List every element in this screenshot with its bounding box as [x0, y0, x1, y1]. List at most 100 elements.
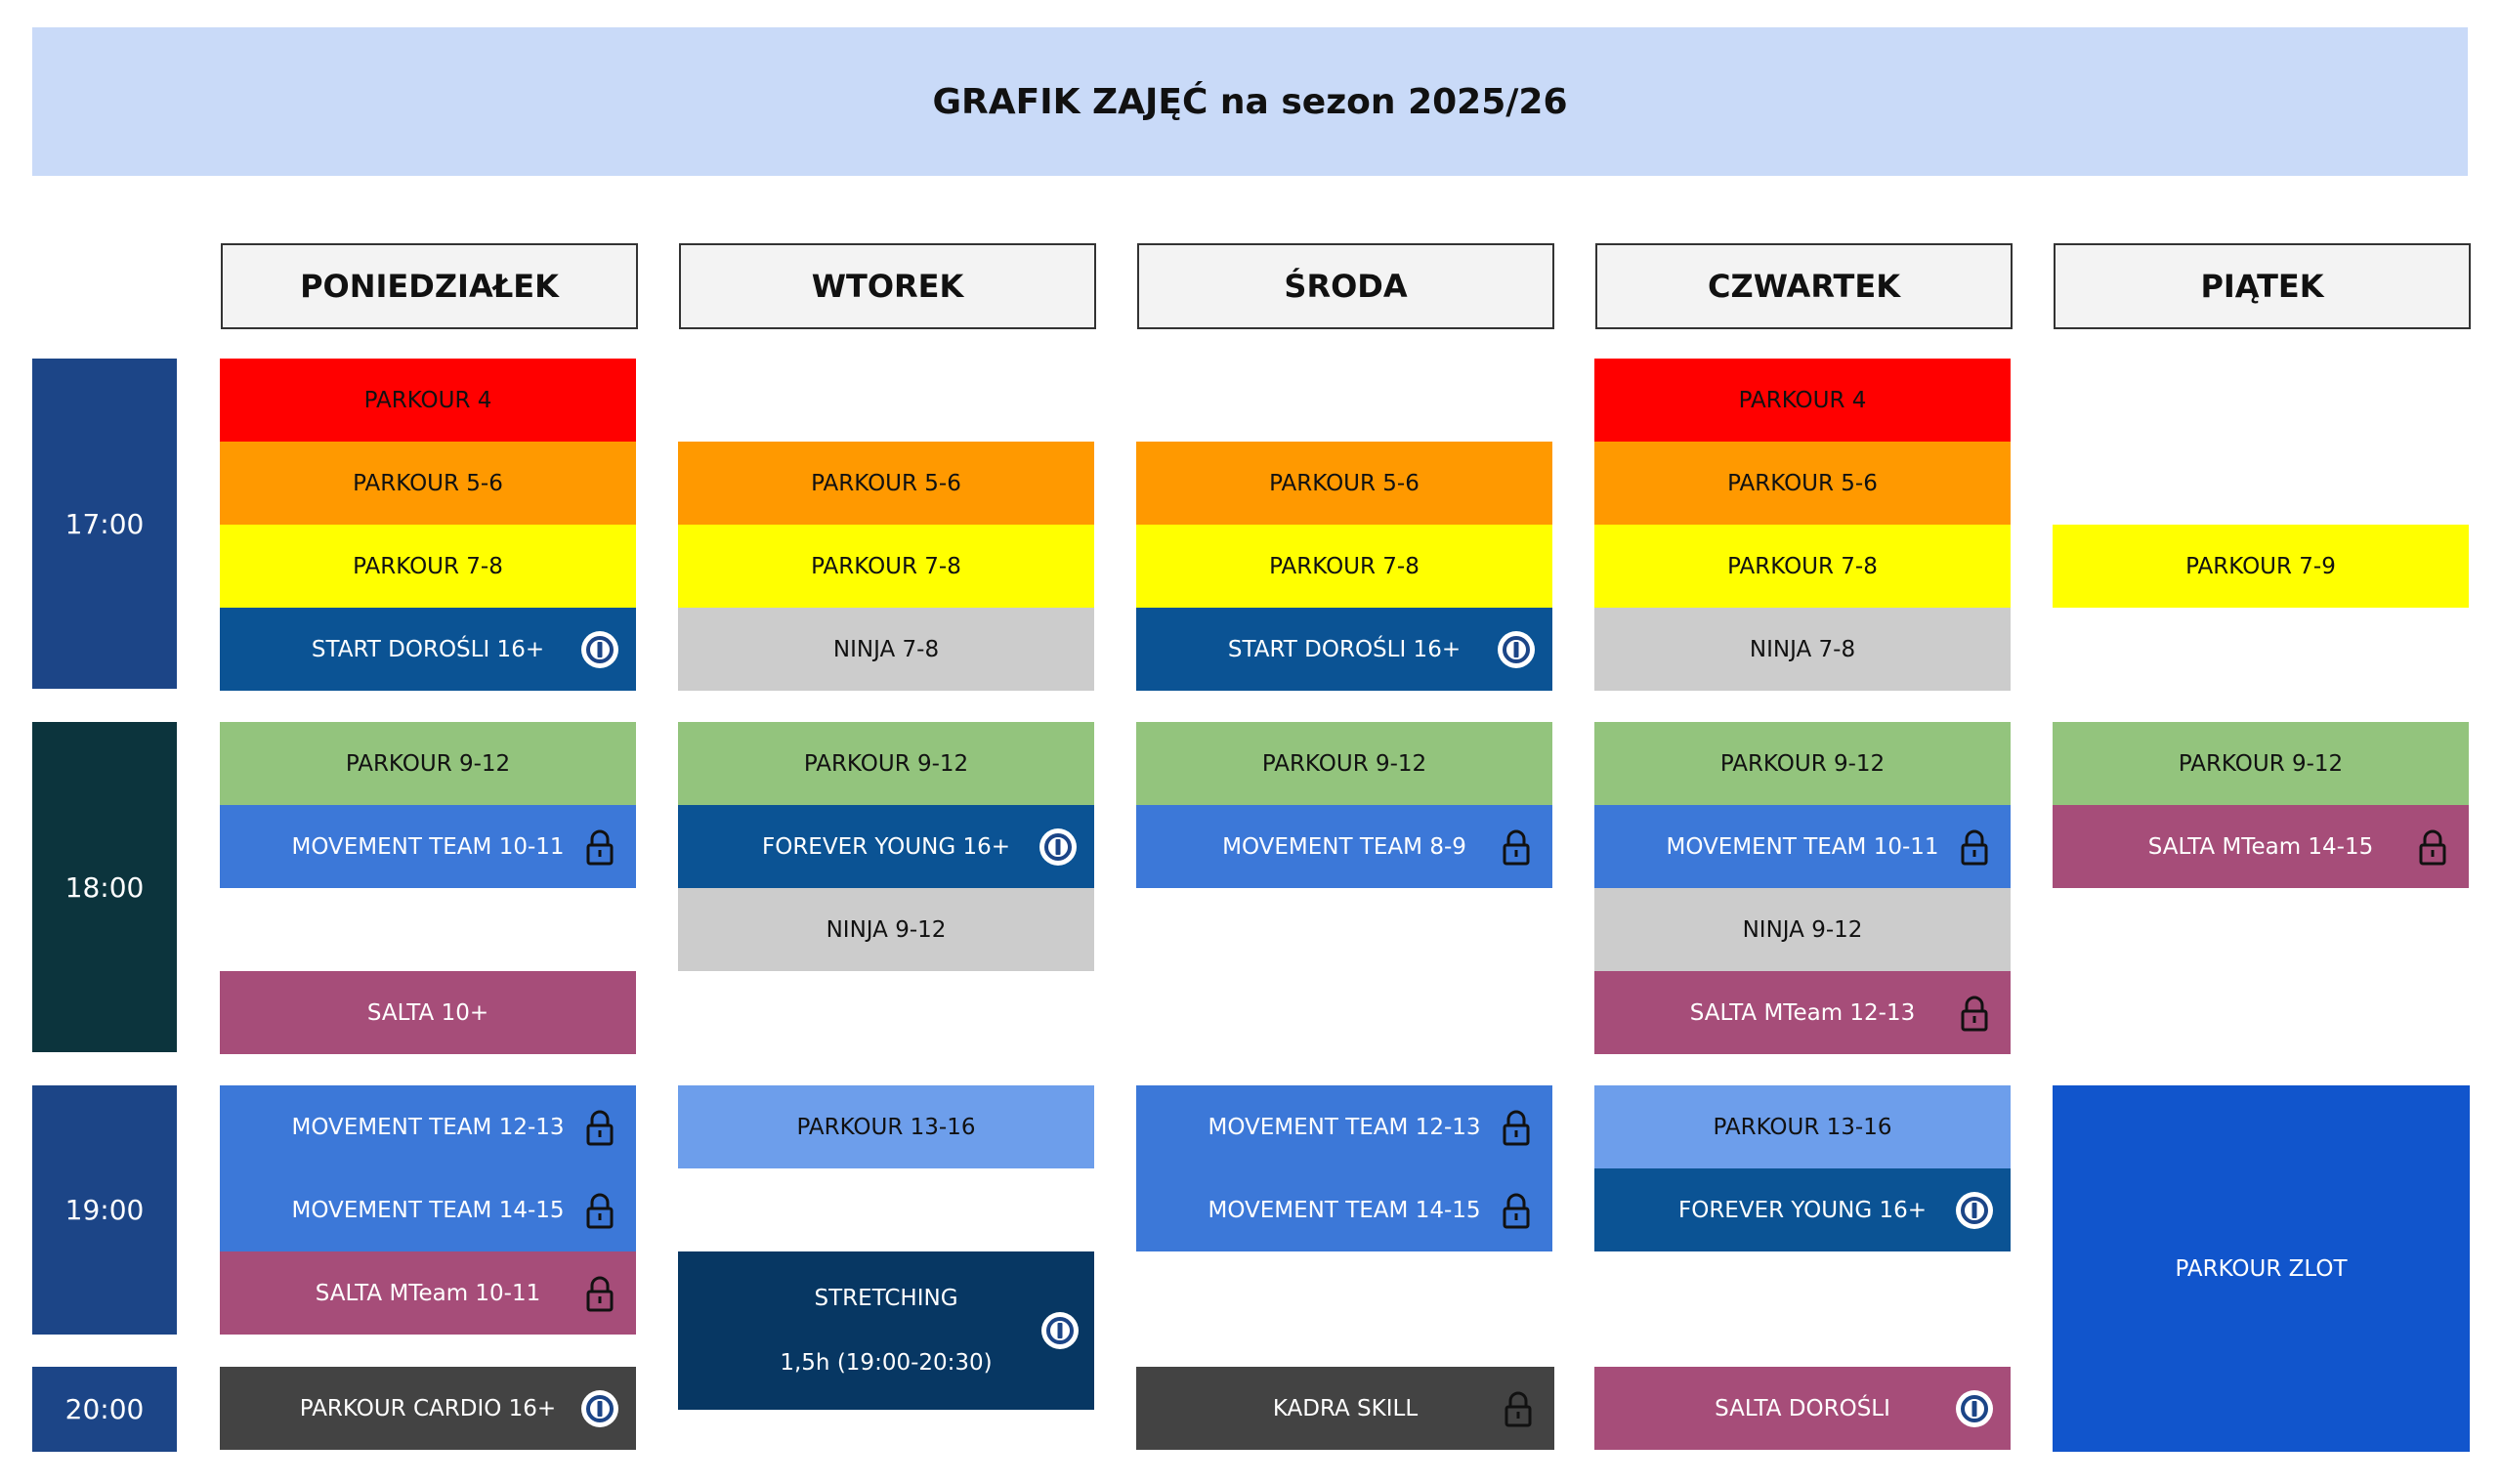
- info-circle-icon: [1496, 629, 1537, 670]
- class-block: PARKOUR 7-8: [1594, 525, 2011, 608]
- time-slot-19: 19:00: [32, 1085, 177, 1335]
- class-label: MOVEMENT TEAM 12-13: [291, 1114, 565, 1140]
- class-block: SALTA MTeam 12-13: [1594, 971, 2011, 1054]
- class-label: MOVEMENT TEAM 12-13: [1208, 1114, 1481, 1140]
- class-block: PARKOUR 5-6: [1136, 442, 1552, 525]
- class-label: PARKOUR 13-16: [796, 1114, 976, 1140]
- info-circle-icon: [1038, 827, 1079, 868]
- page-title: GRAFIK ZAJĘĆ na sezon 2025/26: [932, 81, 1568, 122]
- class-label: PARKOUR 7-8: [353, 553, 503, 579]
- class-label: PARKOUR CARDIO 16+: [299, 1395, 557, 1421]
- lock-icon: [1498, 1388, 1539, 1429]
- info-circle-icon: [1954, 1388, 1995, 1429]
- class-label: STRETCHING: [814, 1286, 958, 1311]
- class-block: PARKOUR CARDIO 16+: [220, 1367, 636, 1450]
- day-header-monday: PONIEDZIAŁEK: [221, 243, 638, 329]
- class-block: FOREVER YOUNG 16+: [678, 805, 1094, 888]
- class-block: PARKOUR 7-8: [220, 525, 636, 608]
- class-label: PARKOUR 5-6: [1727, 470, 1878, 496]
- class-label: PARKOUR 5-6: [811, 470, 961, 496]
- class-block: SALTA DOROŚLI: [1594, 1367, 2011, 1450]
- info-circle-icon: [1039, 1310, 1081, 1351]
- class-block: PARKOUR 7-8: [678, 525, 1094, 608]
- class-label: NINJA 9-12: [826, 916, 947, 943]
- class-label: MOVEMENT TEAM 10-11: [1666, 833, 1939, 860]
- class-block: PARKOUR 7-8: [1136, 525, 1552, 608]
- class-label: PARKOUR 4: [363, 387, 492, 413]
- time-slot-18: 18:00: [32, 722, 177, 1052]
- class-block: MOVEMENT TEAM 10-11: [220, 805, 636, 888]
- lock-icon: [579, 1273, 620, 1314]
- lock-icon: [579, 1107, 620, 1148]
- class-block: NINJA 9-12: [678, 888, 1094, 971]
- class-block: STRETCHING 1,5h (19:00-20:30): [678, 1251, 1094, 1410]
- class-label: PARKOUR 9-12: [803, 750, 969, 777]
- class-label: FOREVER YOUNG 16+: [761, 833, 1010, 860]
- lock-icon: [1496, 1190, 1537, 1231]
- class-label: NINJA 7-8: [1749, 636, 1856, 662]
- class-block: PARKOUR 13-16: [1594, 1085, 2011, 1168]
- class-label: SALTA MTeam 14-15: [2147, 833, 2374, 860]
- class-block: PARKOUR 5-6: [1594, 442, 2011, 525]
- class-block: NINJA 7-8: [678, 608, 1094, 691]
- lock-icon: [579, 827, 620, 868]
- class-block: SALTA MTeam 14-15: [2053, 805, 2469, 888]
- page-title-bar: GRAFIK ZAJĘĆ na sezon 2025/26: [32, 27, 2468, 176]
- class-block: FOREVER YOUNG 16+: [1594, 1168, 2011, 1251]
- class-block: MOVEMENT TEAM 14-15: [220, 1168, 636, 1251]
- class-label: NINJA 7-8: [832, 636, 940, 662]
- class-label: PARKOUR 13-16: [1713, 1114, 1892, 1140]
- class-block: PARKOUR 7-9: [2053, 525, 2469, 608]
- class-block: NINJA 7-8: [1594, 608, 2011, 691]
- class-block: KADRA SKILL: [1136, 1367, 1554, 1450]
- class-label: MOVEMENT TEAM 14-15: [1208, 1197, 1481, 1223]
- class-block: PARKOUR 4: [1594, 359, 2011, 442]
- info-circle-icon: [579, 629, 620, 670]
- class-block: SALTA 10+: [220, 971, 636, 1054]
- class-label: PARKOUR 7-8: [1269, 553, 1420, 579]
- class-label: PARKOUR 9-12: [1261, 750, 1427, 777]
- class-block: PARKOUR 4: [220, 359, 636, 442]
- day-header-thursday: CZWARTEK: [1595, 243, 2013, 329]
- lock-icon: [1954, 993, 1995, 1034]
- class-label: PARKOUR 9-12: [2178, 750, 2344, 777]
- lock-icon: [2412, 827, 2453, 868]
- class-label: KADRA SKILL: [1272, 1395, 1419, 1421]
- class-block: MOVEMENT TEAM 14-15: [1136, 1168, 1552, 1251]
- class-block: SALTA MTeam 10-11: [220, 1251, 636, 1335]
- class-label: SALTA 10+: [366, 999, 489, 1026]
- time-slot-17: 17:00: [32, 359, 177, 689]
- class-label: PARKOUR 7-9: [2185, 553, 2336, 579]
- class-block: PARKOUR 5-6: [220, 442, 636, 525]
- class-label: SALTA DOROŚLI: [1715, 1395, 1890, 1421]
- lock-icon: [579, 1190, 620, 1231]
- lock-icon: [1496, 1107, 1537, 1148]
- class-block: PARKOUR 5-6: [678, 442, 1094, 525]
- class-label: PARKOUR 4: [1738, 387, 1867, 413]
- class-block: NINJA 9-12: [1594, 888, 2011, 971]
- info-circle-icon: [1954, 1190, 1995, 1231]
- class-label: MOVEMENT TEAM 10-11: [291, 833, 565, 860]
- class-block: START DOROŚLI 16+: [220, 608, 636, 691]
- class-label: PARKOUR ZLOT: [2175, 1255, 2348, 1282]
- class-label: PARKOUR 9-12: [345, 750, 511, 777]
- class-block: PARKOUR 9-12: [1594, 722, 2011, 805]
- class-label: SALTA MTeam 10-11: [315, 1280, 541, 1306]
- lock-icon: [1954, 827, 1995, 868]
- class-label: PARKOUR 5-6: [353, 470, 503, 496]
- time-slot-20: 20:00: [32, 1367, 177, 1452]
- class-block: PARKOUR 9-12: [1136, 722, 1552, 805]
- class-label: NINJA 9-12: [1742, 916, 1863, 943]
- class-label: PARKOUR 5-6: [1269, 470, 1420, 496]
- class-block: MOVEMENT TEAM 10-11: [1594, 805, 2011, 888]
- day-header-wednesday: ŚRODA: [1137, 243, 1554, 329]
- class-block: MOVEMENT TEAM 8-9: [1136, 805, 1552, 888]
- class-label: PARKOUR 7-8: [1727, 553, 1878, 579]
- class-sublabel: 1,5h (19:00-20:30): [780, 1350, 993, 1376]
- class-block: PARKOUR ZLOT: [2053, 1085, 2470, 1452]
- class-label: MOVEMENT TEAM 8-9: [1222, 833, 1466, 860]
- day-header-friday: PIĄTEK: [2054, 243, 2471, 329]
- class-label: START DOROŚLI 16+: [1227, 636, 1462, 662]
- class-label: PARKOUR 7-8: [811, 553, 961, 579]
- class-block: PARKOUR 9-12: [220, 722, 636, 805]
